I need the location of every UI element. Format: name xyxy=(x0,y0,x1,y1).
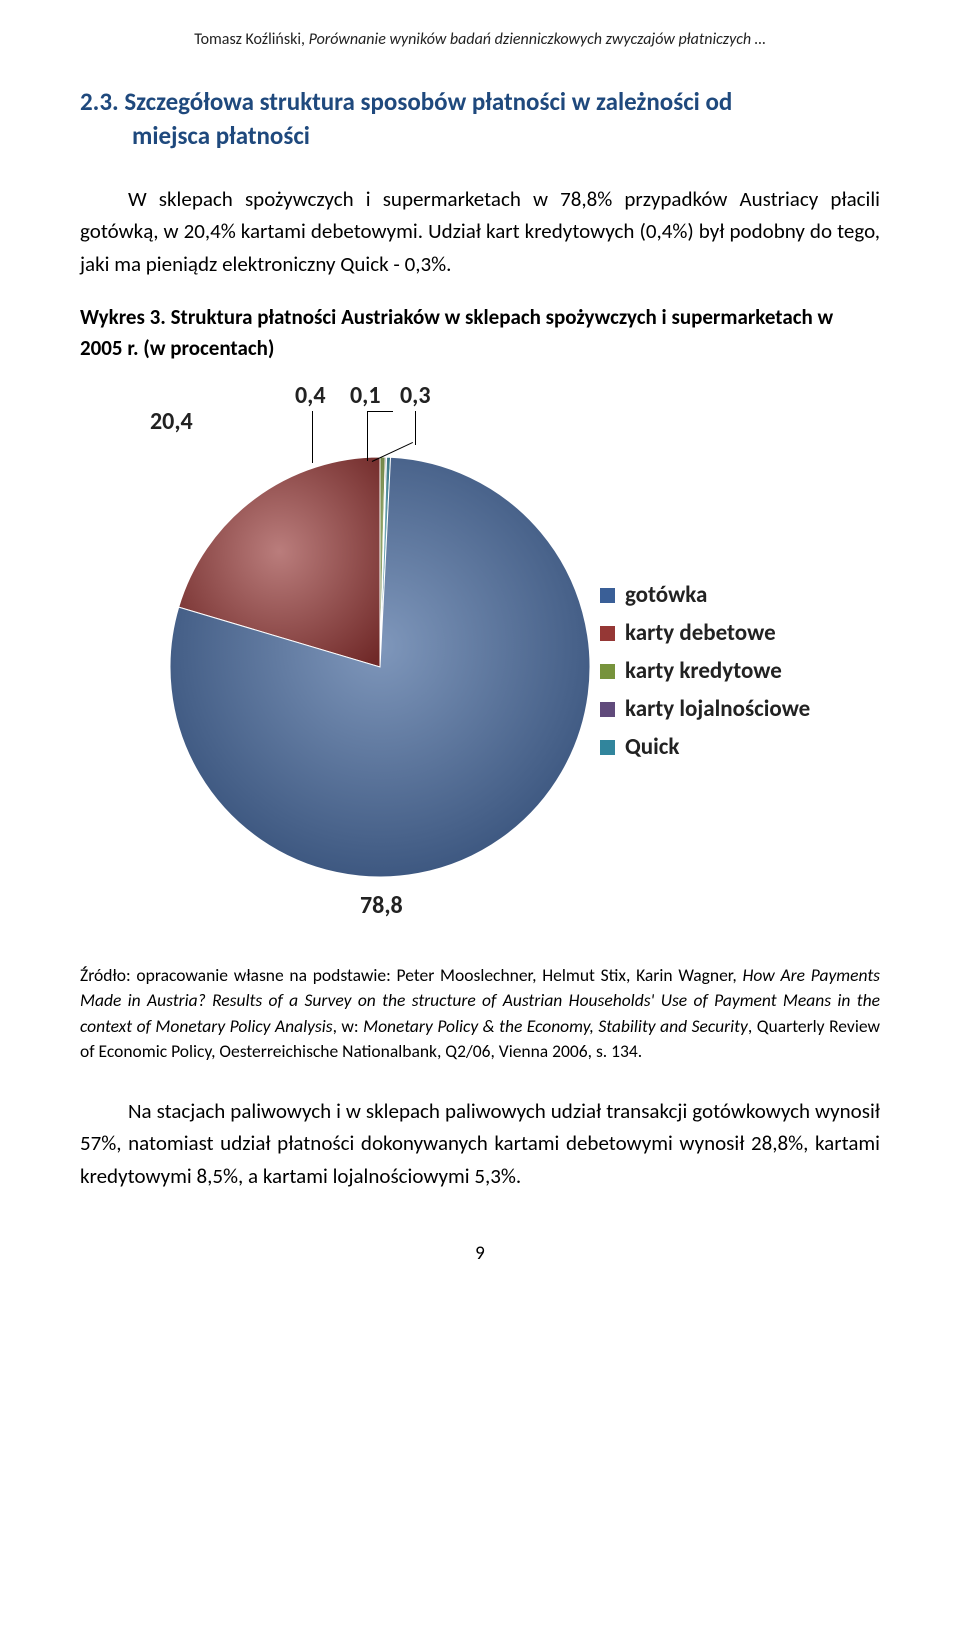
slice-label-gotowka: 78,8 xyxy=(360,891,403,920)
author-name: Tomasz Koźliński, xyxy=(194,30,308,49)
slice-label-lojal: 0,1 xyxy=(350,381,381,410)
legend-swatch xyxy=(600,626,615,641)
leader-line xyxy=(415,411,416,445)
legend-label: Quick xyxy=(625,733,679,761)
legend-item: karty lojalnościowe xyxy=(600,695,810,723)
slice-label-quick: 0,3 xyxy=(400,381,431,410)
source-lead: Źródło: opracowanie własne na podstawie:… xyxy=(80,964,743,986)
source-mid1: , w: xyxy=(333,1015,364,1037)
legend-label: gotówka xyxy=(625,581,707,609)
paragraph-1: W sklepach spożywczych i supermarketach … xyxy=(80,183,880,281)
section-line2: miejsca płatności xyxy=(80,119,880,153)
legend-item: Quick xyxy=(600,733,810,761)
section-line1: Szczegółowa struktura sposobów płatności… xyxy=(124,86,732,117)
legend-swatch xyxy=(600,664,615,679)
legend-label: karty lojalnościowe xyxy=(625,695,810,723)
section-number: 2.3. xyxy=(80,86,124,117)
section-heading: 2.3. Szczegółowa struktura sposobów płat… xyxy=(80,85,880,153)
running-head: Tomasz Koźliński, Porównanie wyników bad… xyxy=(80,30,880,49)
running-title: Porównanie wyników badań dzienniczkowych… xyxy=(309,30,766,49)
legend-swatch xyxy=(600,702,615,717)
slice-label-debetowe: 20,4 xyxy=(150,407,193,436)
chart-title: Wykres 3. Struktura płatności Austriaków… xyxy=(80,302,880,363)
pie-chart: 20,4 0,4 0,1 0,3 78,8 gotówka karty debet… xyxy=(80,381,820,941)
legend: gotówka karty debetowe karty kredytowe kart… xyxy=(600,581,810,771)
paragraph-2: Na stacjach paliwowych i w sklepach pali… xyxy=(80,1095,880,1193)
body-text-1: W sklepach spożywczych i supermarketach … xyxy=(80,183,880,281)
leader-line xyxy=(367,411,393,412)
page: Tomasz Koźliński, Porównanie wyników bad… xyxy=(80,0,880,1305)
legend-item: karty debetowe xyxy=(600,619,810,647)
slice-label-kredytowe: 0,4 xyxy=(295,381,326,410)
body-text-2: Na stacjach paliwowych i w sklepach pali… xyxy=(80,1095,880,1193)
source-citation: Źródło: opracowanie własne na podstawie:… xyxy=(80,963,880,1065)
pie-svg xyxy=(170,457,590,877)
legend-swatch xyxy=(600,588,615,603)
legend-label: karty debetowe xyxy=(625,619,776,647)
source-italic-2: Monetary Policy & the Economy, Stability… xyxy=(363,1015,748,1037)
legend-label: karty kredytowe xyxy=(625,657,782,685)
legend-item: karty kredytowe xyxy=(600,657,810,685)
legend-item: gotówka xyxy=(600,581,810,609)
legend-swatch xyxy=(600,740,615,755)
leader-line xyxy=(367,411,368,461)
leader-line xyxy=(312,411,313,463)
page-number: 9 xyxy=(80,1242,880,1265)
